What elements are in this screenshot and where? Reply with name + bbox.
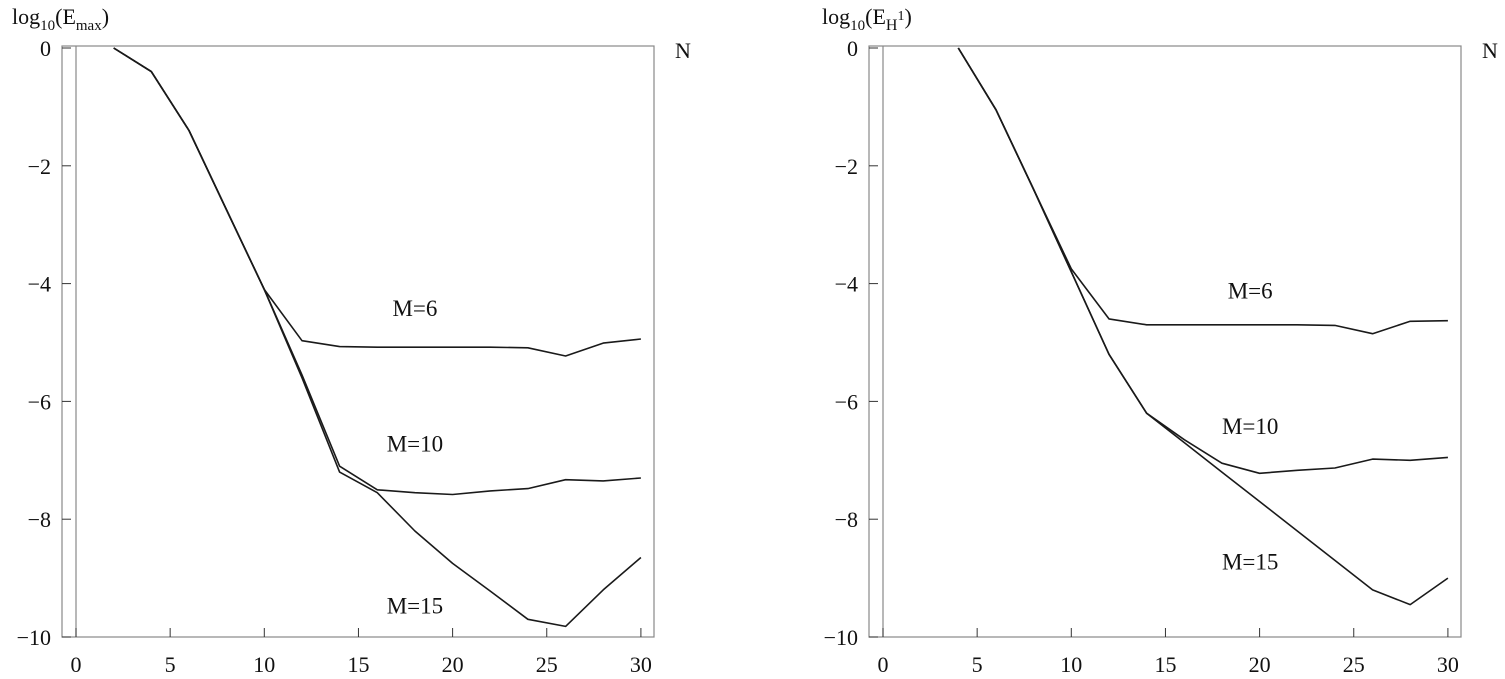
x-axis-title: N (1482, 38, 1498, 63)
x-tick-label: 0 (71, 652, 82, 677)
y-tick-label: −2 (28, 154, 51, 179)
y-tick-label: −6 (835, 389, 858, 414)
plot-frame (61, 45, 655, 638)
x-tick-label: 20 (442, 652, 464, 677)
y-axis-title: log10(Emax) (12, 4, 109, 34)
series-line-m-10 (113, 47, 641, 496)
y-tick-label: −10 (824, 625, 858, 650)
x-tick-label: 5 (165, 652, 176, 677)
axis-ticks: 0 5 10 15 20 25 30 0 −2 −4 −6 −8 −10 (824, 36, 1459, 677)
x-tick-label: 10 (253, 652, 275, 677)
series-labels: M=6 M=10 M=15 (387, 296, 443, 618)
chart-panel-eh1: log10(EH1) N 0 5 10 15 20 25 30 0 −2 −4 −6 −8 −10 M=… (822, 4, 1498, 677)
y-tick-label: −6 (28, 389, 51, 414)
series-label-m-15: M=15 (387, 593, 443, 618)
x-tick-label: 30 (630, 652, 652, 677)
series-lines (957, 47, 1449, 606)
y-axis-title: log10(EH1) (822, 4, 912, 34)
y-tick-label: −4 (835, 272, 858, 297)
series-lines (113, 47, 642, 628)
y-tick-label: −10 (17, 625, 51, 650)
series-label-m-6: M=6 (1228, 278, 1273, 303)
y-tick-label: −8 (835, 507, 858, 532)
x-tick-label: 30 (1437, 652, 1459, 677)
x-axis-title: N (675, 38, 691, 63)
series-line-m-15 (957, 47, 1449, 606)
series-line-m-6 (113, 47, 641, 357)
y-tick-label: −2 (835, 154, 858, 179)
series-labels: M=6 M=10 M=15 (1222, 278, 1278, 574)
x-tick-label: 25 (1343, 652, 1365, 677)
series-label-m-15: M=15 (1222, 549, 1278, 574)
axis-ticks: 0 5 10 15 20 25 30 0 −2 −4 −6 −8 −10 (17, 36, 652, 677)
series-label-m-10: M=10 (387, 431, 443, 456)
x-tick-label: 15 (347, 652, 369, 677)
x-tick-label: 15 (1154, 652, 1176, 677)
series-label-m-10: M=10 (1222, 414, 1278, 439)
series-label-m-6: M=6 (392, 296, 437, 321)
series-line-m-10 (957, 47, 1448, 475)
x-tick-label: 5 (972, 652, 983, 677)
y-tick-label: −8 (28, 507, 51, 532)
chart-panel-emax: log10(Emax) N 0 5 10 15 20 25 30 0 −2 −4 −6 −8 −10 M… (12, 4, 691, 677)
plot-frame (868, 45, 1462, 638)
x-tick-label: 25 (536, 652, 558, 677)
x-tick-label: 0 (878, 652, 889, 677)
x-tick-label: 20 (1249, 652, 1271, 677)
y-tick-label: 0 (847, 36, 858, 61)
series-line-m-15 (113, 47, 642, 628)
x-tick-label: 10 (1060, 652, 1082, 677)
series-line-m-6 (957, 47, 1448, 335)
y-tick-label: 0 (40, 36, 51, 61)
y-tick-label: −4 (28, 272, 51, 297)
